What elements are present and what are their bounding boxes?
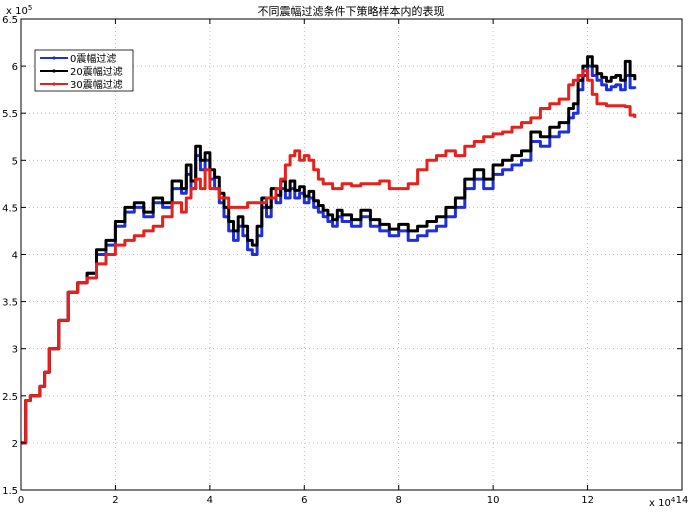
y-tick-label: 5 (12, 156, 18, 167)
y-exponent-label: x 105 (6, 4, 32, 17)
x-exponent-label: x 104 (649, 496, 676, 509)
x-tick-label: 0 (18, 495, 24, 506)
grid-lines (21, 19, 682, 490)
y-tick-label: 1.5 (2, 486, 18, 497)
series-line-0 (21, 64, 637, 445)
legend-label-2: 30震幅过滤 (70, 78, 123, 91)
y-tick-label: 3.5 (2, 298, 18, 309)
y-tick-label: 5.5 (2, 109, 18, 120)
chart-title: 不同震幅过滤条件下策略样本内的表现 (258, 4, 445, 18)
legend-marker-1 (52, 69, 56, 73)
x-tick-label: 4 (207, 495, 213, 506)
series-group (21, 55, 637, 445)
y-tick-label: 4.5 (2, 203, 18, 214)
y-tick-label: 2.5 (2, 392, 18, 403)
legend-label-0: 0震幅过滤 (70, 52, 116, 65)
y-axis-ticks: 1.5 2 2.5 3 3.5 4 4.5 5 5.5 6 6.5 (2, 15, 682, 497)
plot-background (21, 19, 682, 490)
y-tick-label: 3 (12, 345, 18, 356)
legend-marker-0 (52, 56, 56, 60)
legend: 0震幅过滤 20震幅过滤 30震幅过滤 (34, 49, 134, 92)
legend-item-2: 30震幅过滤 (40, 78, 123, 91)
y-tick-label: 2 (12, 439, 18, 450)
x-tick-label: 6 (301, 495, 307, 506)
x-tick-label: 8 (396, 495, 402, 506)
legend-item-0: 0震幅过滤 (40, 52, 116, 65)
x-axis-ticks: 0 2 4 6 8 10 12 14 (18, 19, 689, 506)
y-tick-label: 6.5 (2, 15, 18, 26)
legend-item-1: 20震幅过滤 (40, 65, 123, 78)
series-line-1 (21, 55, 637, 445)
x-tick-label: 14 (676, 495, 689, 506)
x-tick-label: 12 (581, 495, 594, 506)
y-tick-label: 4 (12, 251, 18, 262)
x-tick-label: 2 (112, 495, 118, 506)
x-tick-label: 10 (487, 495, 500, 506)
y-tick-label: 6 (12, 62, 18, 73)
series-line-2 (21, 69, 637, 445)
legend-label-1: 20震幅过滤 (70, 65, 123, 78)
legend-marker-2 (52, 82, 56, 86)
